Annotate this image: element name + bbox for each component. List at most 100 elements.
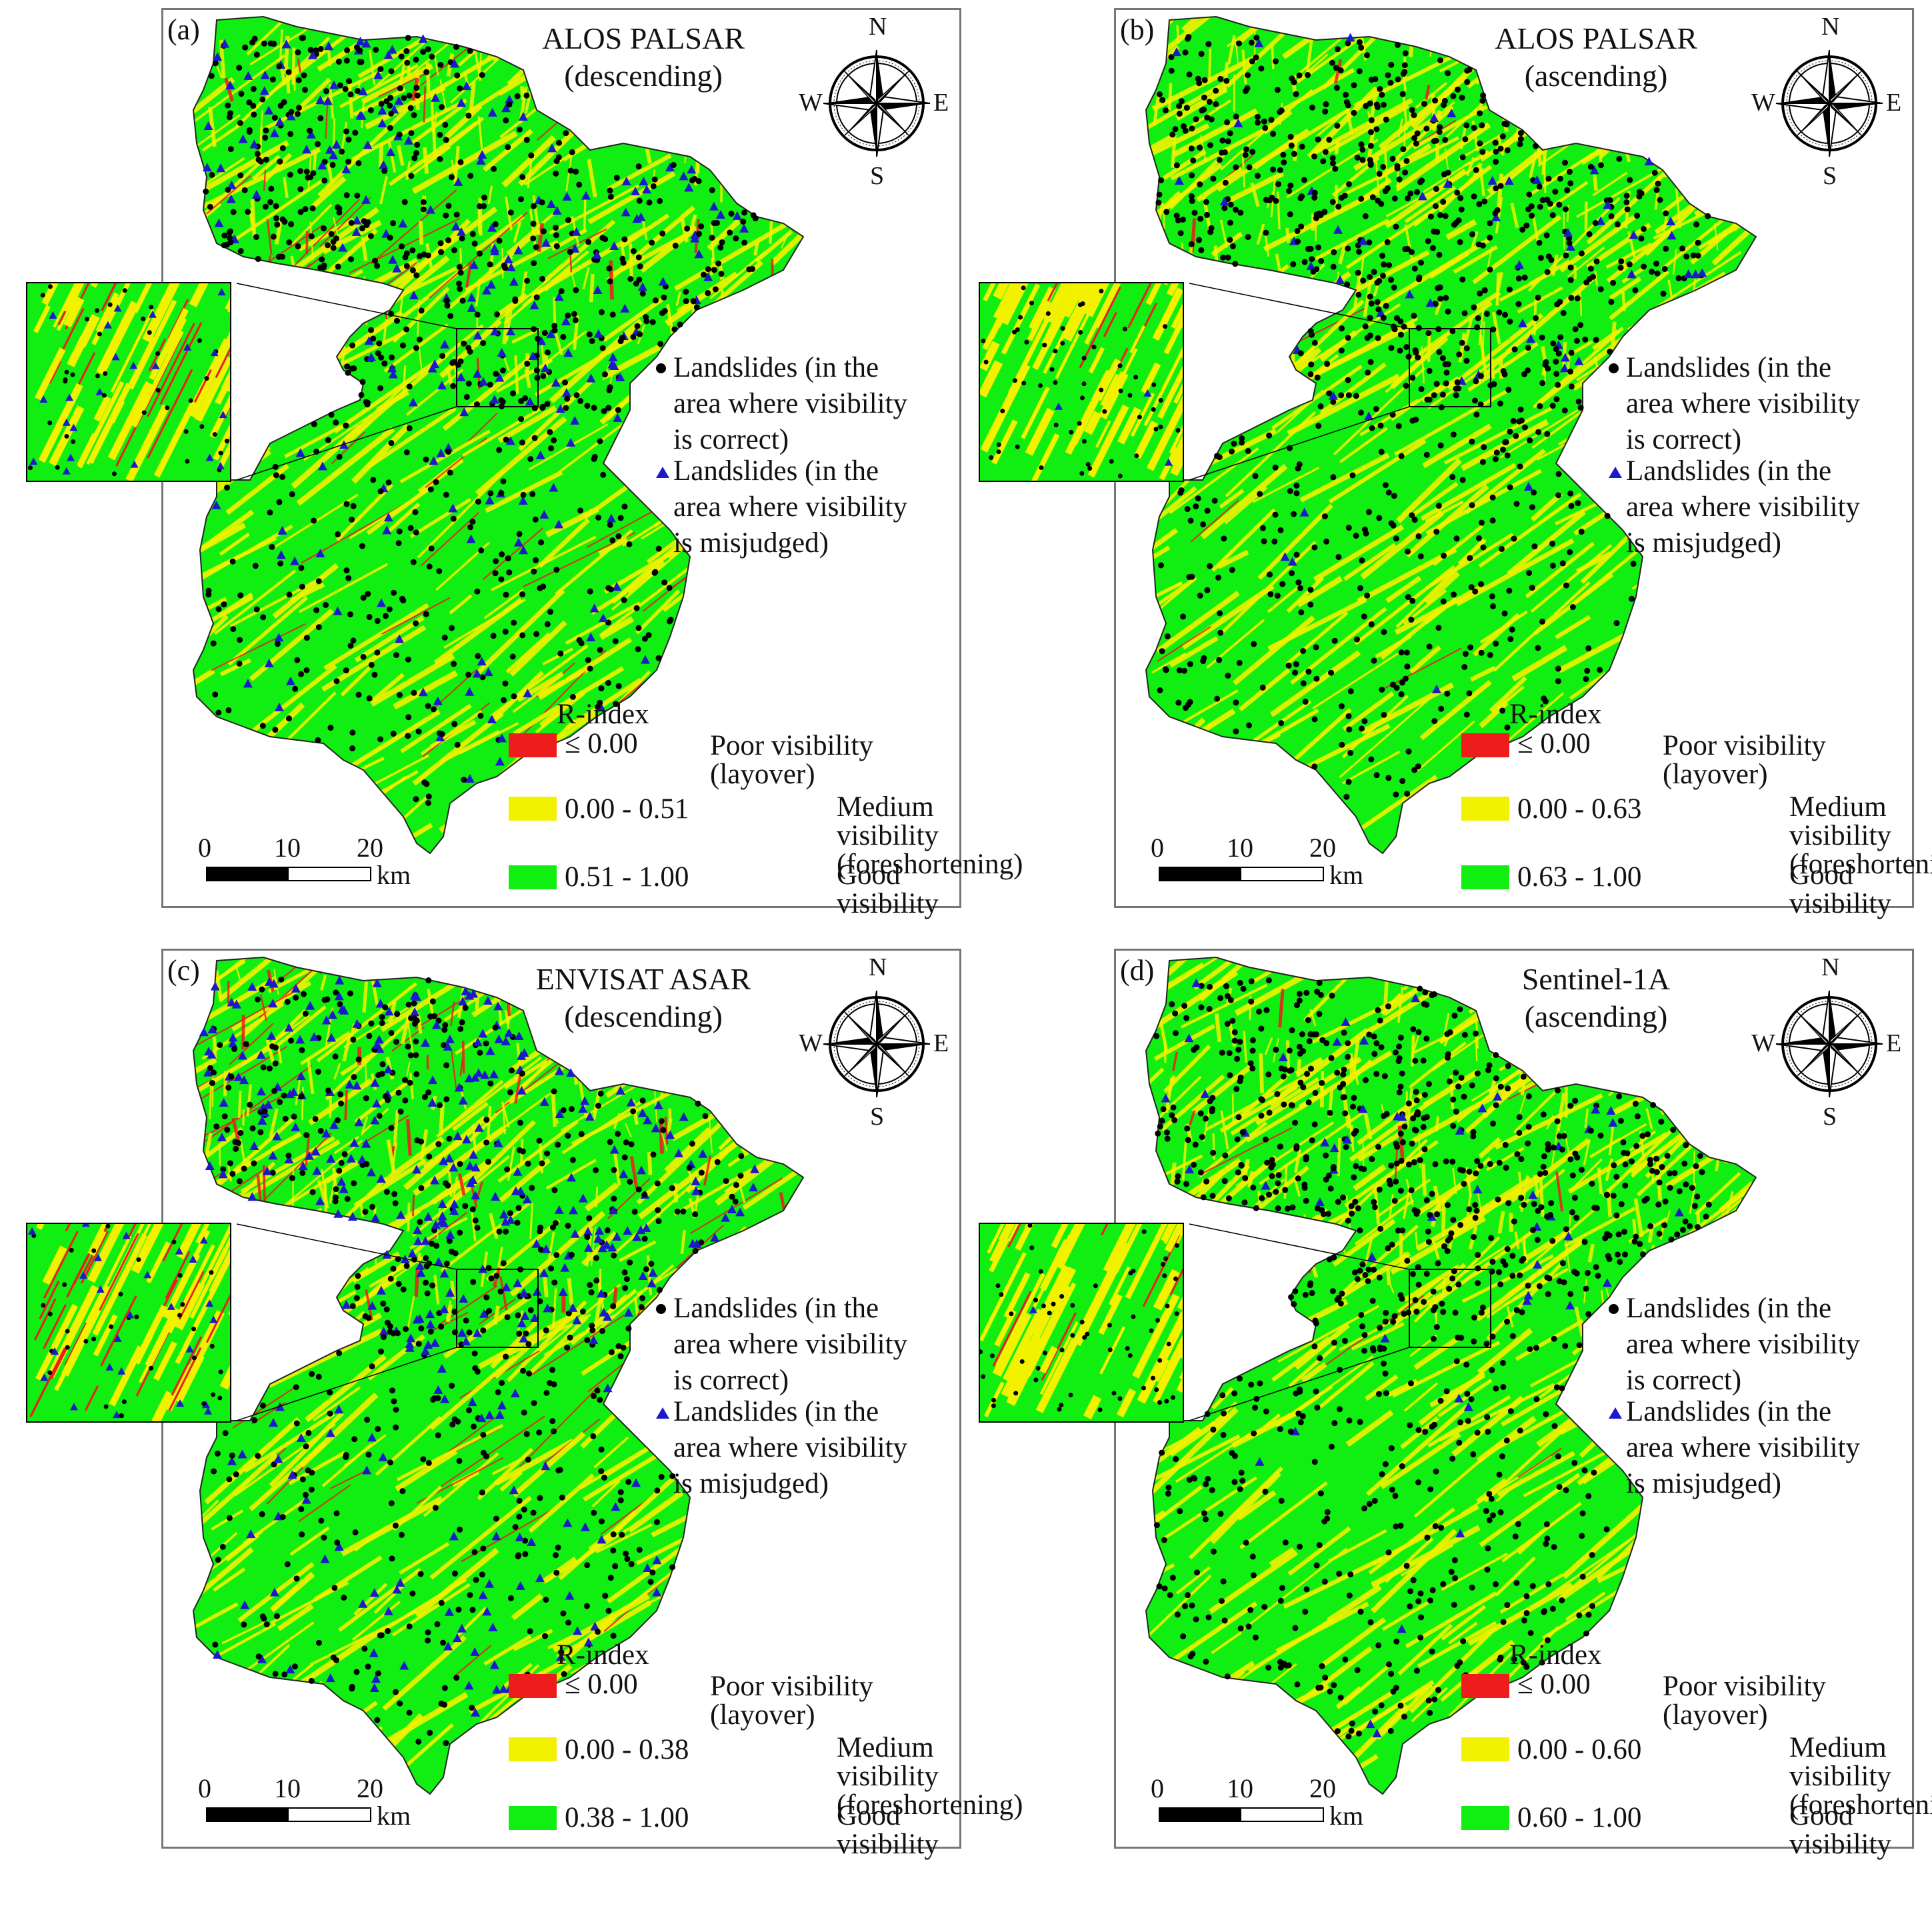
range-good: 0.63 - 1.00 bbox=[1517, 861, 1642, 893]
panel-label: (b) bbox=[1120, 13, 1155, 46]
scale-tick-10: 10 bbox=[274, 1773, 301, 1803]
orbit-direction: (descending) bbox=[564, 59, 723, 93]
panel-label: (a) bbox=[167, 13, 200, 46]
compass-south-label: S bbox=[1823, 162, 1837, 190]
desc-medium: Medium visibility (foreshortening) bbox=[1789, 791, 1932, 880]
legend-landslides-correct: Landslides (in the area where visibility… bbox=[656, 350, 960, 458]
range-medium: 0.00 - 0.51 bbox=[565, 793, 689, 825]
scale-tick-10: 10 bbox=[1227, 833, 1253, 863]
compass-south-label: S bbox=[1823, 1103, 1837, 1131]
r-index-title: R-index bbox=[1509, 699, 1602, 730]
swatch-good bbox=[509, 865, 557, 889]
map-panel-b: (b) ALOS PALSAR (ascending) N bbox=[979, 8, 1932, 918]
range-medium: 0.00 - 0.63 bbox=[1517, 793, 1642, 825]
compass-west-label: W bbox=[1751, 89, 1775, 117]
scale-tick-10: 10 bbox=[274, 833, 301, 863]
compass-north-label: N bbox=[869, 13, 887, 41]
panel-label: (d) bbox=[1120, 954, 1155, 987]
map-panel-a: (a) ALOS PALSAR (descending) N bbox=[26, 8, 1023, 918]
sensor-name: ALOS PALSAR bbox=[542, 21, 745, 55]
desc-poor: Poor visibility (layover) bbox=[1663, 1671, 1826, 1731]
legend-landslides-correct: Landslides (in the area where visibility… bbox=[1609, 350, 1913, 458]
swatch-poor bbox=[1461, 1674, 1509, 1698]
scale-tick-10: 10 bbox=[1227, 1773, 1253, 1803]
panel-label: (c) bbox=[167, 954, 200, 987]
scale-tick-0: 0 bbox=[1151, 1773, 1164, 1803]
legend-landslides-misjudged: Landslides (in the area where visibility… bbox=[1609, 1394, 1913, 1502]
scale-unit: km bbox=[377, 860, 411, 890]
desc-medium: Medium visibility (foreshortening) bbox=[837, 791, 1023, 880]
range-good: 0.60 - 1.00 bbox=[1517, 1802, 1642, 1833]
range-poor: ≤ 0.00 bbox=[565, 728, 638, 759]
map-panel-c: (c) ENVISAT ASAR (descending) N bbox=[26, 949, 1023, 1859]
black-dot-icon bbox=[656, 363, 666, 373]
scale-unit: km bbox=[1329, 1801, 1364, 1831]
swatch-good bbox=[1461, 1806, 1509, 1830]
scale-tick-0: 0 bbox=[198, 833, 211, 863]
compass-south-label: S bbox=[870, 1103, 885, 1131]
sensor-name: Sentinel-1A bbox=[1521, 962, 1671, 996]
black-dot-icon bbox=[1609, 363, 1619, 373]
compass-north-label: N bbox=[1821, 13, 1840, 41]
swatch-medium bbox=[1461, 797, 1509, 821]
range-medium: 0.00 - 0.38 bbox=[565, 1734, 689, 1765]
desc-poor: Poor visibility (layover) bbox=[710, 1671, 873, 1731]
swatch-good bbox=[509, 1806, 557, 1830]
compass-north-label: N bbox=[1821, 953, 1840, 981]
swatch-poor bbox=[509, 1674, 557, 1698]
legend-landslides-misjudged: Landslides (in the area where visibility… bbox=[656, 1394, 960, 1502]
compass-west-label: W bbox=[799, 1029, 823, 1057]
visibility-map bbox=[192, 956, 805, 1795]
black-dot-icon bbox=[1609, 1304, 1619, 1314]
scale-tick-20: 20 bbox=[357, 1773, 383, 1803]
swatch-good bbox=[1461, 865, 1509, 889]
blue-triangle-icon bbox=[656, 1407, 669, 1419]
scale-unit: km bbox=[377, 1801, 411, 1831]
desc-good: Good visibility bbox=[1789, 1800, 1891, 1860]
range-poor: ≤ 0.00 bbox=[565, 1669, 638, 1700]
scale-tick-20: 20 bbox=[1309, 833, 1336, 863]
r-index-title: R-index bbox=[1509, 1639, 1602, 1671]
inset-zoom-map bbox=[26, 282, 231, 482]
range-good: 0.51 - 1.00 bbox=[565, 861, 689, 893]
desc-poor: Poor visibility (layover) bbox=[710, 730, 873, 790]
compass-rose-icon: N S E W bbox=[799, 13, 949, 190]
compass-rose-icon: N S E W bbox=[1751, 953, 1901, 1131]
compass-east-label: E bbox=[933, 89, 949, 117]
sensor-name: ALOS PALSAR bbox=[1495, 21, 1697, 55]
r-index-title: R-index bbox=[557, 1639, 649, 1671]
swatch-poor bbox=[509, 733, 557, 757]
compass-south-label: S bbox=[870, 162, 885, 190]
scale-unit: km bbox=[1329, 860, 1364, 890]
legend-landslides-correct: Landslides (in the area where visibility… bbox=[1609, 1291, 1913, 1399]
scale-tick-0: 0 bbox=[198, 1773, 211, 1803]
swatch-medium bbox=[1461, 1737, 1509, 1761]
scale-bar bbox=[1159, 1807, 1324, 1822]
scale-tick-0: 0 bbox=[1151, 833, 1164, 863]
compass-north-label: N bbox=[869, 953, 887, 981]
black-dot-icon bbox=[656, 1304, 666, 1314]
scale-bar bbox=[206, 867, 371, 881]
compass-east-label: E bbox=[1886, 1029, 1902, 1057]
scale-bar bbox=[1159, 867, 1324, 881]
orbit-direction: (descending) bbox=[564, 999, 723, 1033]
blue-triangle-icon bbox=[1609, 467, 1622, 478]
inset-zoom-map bbox=[979, 282, 1184, 482]
swatch-medium bbox=[509, 797, 557, 821]
r-index-title: R-index bbox=[557, 699, 649, 730]
compass-west-label: W bbox=[1751, 1029, 1775, 1057]
range-good: 0.38 - 1.00 bbox=[565, 1802, 689, 1833]
legend-landslides-correct: Landslides (in the area where visibility… bbox=[656, 1291, 960, 1399]
compass-west-label: W bbox=[799, 89, 823, 117]
range-poor: ≤ 0.00 bbox=[1517, 1669, 1591, 1700]
scale-bar bbox=[206, 1807, 371, 1822]
desc-medium: Medium visibility (foreshortening) bbox=[837, 1732, 1023, 1821]
blue-triangle-icon bbox=[656, 467, 669, 478]
desc-good: Good visibility bbox=[1789, 859, 1891, 919]
visibility-map bbox=[1145, 15, 1757, 855]
scale-tick-20: 20 bbox=[1309, 1773, 1336, 1803]
compass-rose-icon: N S E W bbox=[1751, 13, 1901, 190]
desc-medium: Medium visibility (foreshortening) bbox=[1789, 1732, 1932, 1821]
inset-zoom-map bbox=[979, 1223, 1184, 1423]
visibility-map bbox=[1145, 956, 1757, 1795]
